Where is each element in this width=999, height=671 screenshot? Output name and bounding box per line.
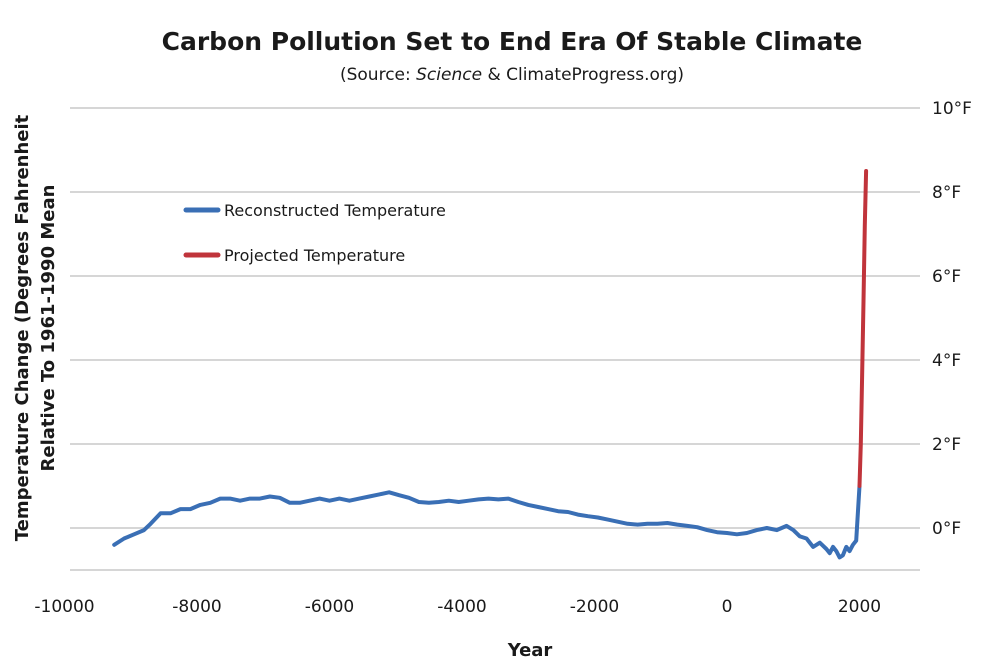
x-tick-label: 0	[722, 597, 733, 617]
x-axis-label: Year	[507, 640, 553, 661]
subtitle-suffix: & ClimateProgress.org)	[482, 65, 684, 85]
legend-label: Projected Temperature	[224, 246, 405, 265]
chart-title: Carbon Pollution Set to End Era Of Stabl…	[162, 27, 863, 56]
y-tick-label: 8°F	[932, 183, 961, 203]
chart-subtitle: (Source: Science & ClimateProgress.org)	[340, 65, 684, 85]
grid-lines	[70, 107, 920, 571]
y-axis-label: Temperature Change (Degrees Fahrenheit R…	[12, 114, 59, 541]
y-tick-label: 10°F	[932, 99, 972, 119]
series-lines	[112, 169, 869, 560]
y-tick-label: 2°F	[932, 435, 961, 455]
subtitle-prefix: (Source:	[340, 65, 416, 85]
x-tick-label: -2000	[570, 597, 619, 617]
y-tick-label: 6°F	[932, 267, 961, 287]
y-axis-label-line1: Temperature Change (Degrees Fahrenheit	[12, 114, 33, 541]
x-tick-label: -6000	[305, 597, 354, 617]
x-tick-labels: -10000 -8000 -6000 -4000 -2000 0 2000	[34, 597, 881, 617]
x-tick-label: -10000	[34, 597, 94, 617]
x-tick-label: 2000	[838, 597, 881, 617]
y-tick-label: 0°F	[932, 519, 961, 539]
legend: Reconstructed Temperature Projected Tempe…	[183, 201, 446, 265]
series-line-projected	[857, 169, 869, 488]
series-line-reconstructed	[112, 484, 862, 560]
x-tick-label: -8000	[172, 597, 221, 617]
x-tick-label: -4000	[437, 597, 486, 617]
y-tick-labels: 0°F 2°F 4°F 6°F 8°F 10°F	[932, 99, 972, 539]
y-tick-label: 4°F	[932, 351, 961, 371]
y-axis-label-line2: Relative To 1961-1990 Mean	[38, 185, 59, 472]
subtitle-italic: Science	[416, 65, 482, 85]
legend-label: Reconstructed Temperature	[224, 201, 446, 220]
